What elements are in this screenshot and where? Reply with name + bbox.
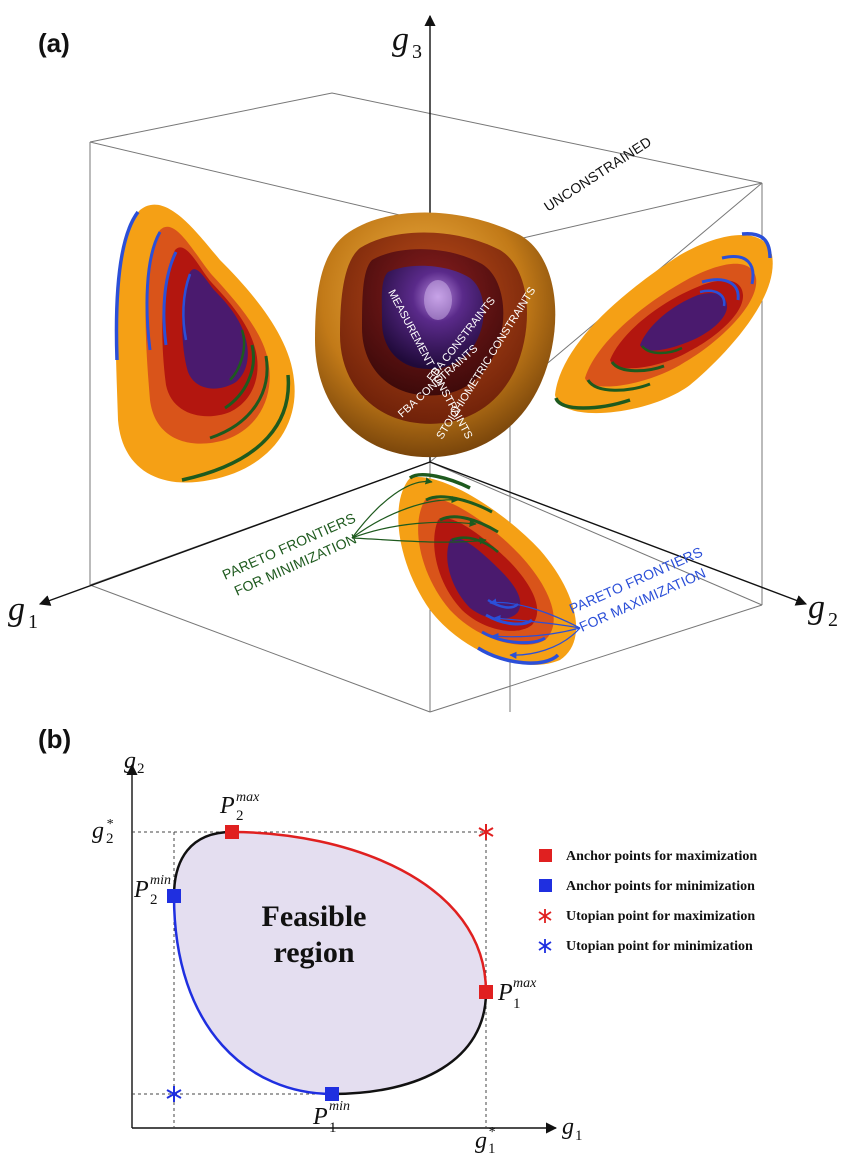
- legend-item-utopian-min: Utopian point for minimization: [538, 939, 753, 954]
- svg-text:min: min: [329, 1099, 350, 1114]
- anchor-p1min: [325, 1087, 339, 1101]
- panel-b-label: (b): [38, 724, 71, 754]
- label-p2min: P 2 min: [133, 873, 171, 908]
- feasible-label-line2: region: [273, 936, 354, 969]
- utopian-min-marker: [166, 1086, 182, 1102]
- legend-item-utopian-max: Utopian point for maximization: [538, 909, 755, 924]
- axis-label-x: g 1: [562, 1114, 583, 1144]
- svg-text:g: g: [124, 748, 136, 774]
- legend-item-anchor-min: Anchor points for minimization: [539, 879, 755, 894]
- svg-text:2: 2: [106, 831, 114, 847]
- axis-label-y: g 2: [124, 748, 145, 777]
- svg-text:g: g: [392, 21, 409, 58]
- max-frontier-curve: [231, 830, 488, 993]
- svg-text:g: g: [475, 1128, 487, 1154]
- svg-text:P: P: [133, 877, 149, 903]
- svg-text:1: 1: [575, 1128, 583, 1144]
- svg-text:1: 1: [488, 1141, 496, 1155]
- svg-text:2: 2: [137, 761, 145, 777]
- svg-text:g: g: [562, 1114, 574, 1140]
- svg-text:1: 1: [513, 996, 521, 1012]
- axes-2d: [126, 763, 558, 1134]
- label-p2max: P 2 max: [219, 790, 260, 824]
- axis-label-g1: g 1: [8, 591, 38, 633]
- svg-text:g: g: [808, 589, 825, 626]
- svg-text:max: max: [236, 790, 260, 805]
- svg-text:g: g: [92, 818, 104, 844]
- axis-label-g1-star: g 1 *: [475, 1125, 496, 1155]
- min-frontier-curve: [172, 895, 333, 1096]
- svg-text:1: 1: [329, 1120, 337, 1136]
- anchor-p2min: [167, 889, 181, 903]
- legend: Anchor points for maximization Anchor po…: [538, 849, 757, 954]
- svg-text:Utopian point for minimization: Utopian point for minimization: [566, 939, 753, 954]
- label-p1min: P 1 min: [312, 1099, 350, 1136]
- svg-text:Anchor points for maximization: Anchor points for maximization: [566, 849, 757, 864]
- anchor-p2max: [225, 825, 239, 839]
- axis-label-g2-star: g 2 *: [92, 817, 114, 847]
- svg-text:2: 2: [236, 808, 244, 824]
- feasible-region: [174, 832, 486, 1094]
- upper-left-boundary: [172, 830, 233, 897]
- legend-item-anchor-max: Anchor points for maximization: [539, 849, 757, 864]
- svg-text:P: P: [312, 1104, 328, 1130]
- unconstrained-label: UNCONSTRAINED: [541, 133, 654, 214]
- feasible-label-line1: Feasible: [262, 900, 367, 933]
- svg-text:max: max: [513, 976, 537, 991]
- panel-a-label: (a): [38, 28, 70, 58]
- svg-text:2: 2: [150, 892, 158, 908]
- svg-text:Anchor points for minimization: Anchor points for minimization: [566, 879, 755, 894]
- svg-text:P: P: [497, 980, 513, 1006]
- label-p1max: P 1 max: [497, 976, 537, 1012]
- svg-text:1: 1: [28, 611, 38, 633]
- floor-projection: [398, 473, 577, 665]
- svg-text:P: P: [219, 793, 235, 819]
- anchor-p1max: [479, 985, 493, 999]
- right-wall-projection: [554, 231, 773, 414]
- utopian-max-marker: [478, 824, 494, 840]
- svg-text:min: min: [150, 873, 171, 888]
- svg-text:g: g: [8, 591, 25, 628]
- upper-right-boundary: [331, 991, 488, 1096]
- axis-label-g3: g 3: [392, 21, 422, 63]
- left-wall-projection: [114, 204, 295, 483]
- svg-text:*: *: [488, 1125, 495, 1140]
- svg-text:2: 2: [828, 609, 838, 631]
- svg-text:Utopian point for maximization: Utopian point for maximization: [566, 909, 755, 924]
- central-feasible-blob: MEASUREMENT CONSTRAINTS EBA CONSTRAINTS …: [315, 212, 556, 458]
- axis-label-g2: g 2: [808, 589, 838, 631]
- svg-text:*: *: [106, 817, 113, 832]
- svg-text:3: 3: [412, 41, 422, 63]
